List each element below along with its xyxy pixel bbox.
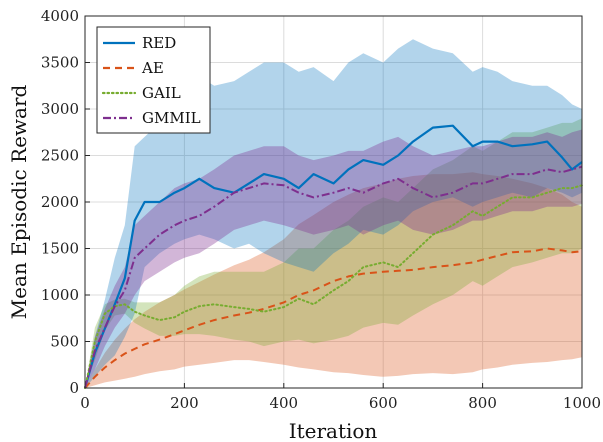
legend-label-red: RED [142, 34, 176, 52]
line-red [83, 124, 583, 389]
band-gail [85, 118, 582, 389]
band-gmmil [85, 129, 582, 388]
series-lines [83, 124, 583, 389]
line-ae [84, 247, 583, 389]
y-tick-label: 1500 [41, 240, 79, 258]
x-tick-label: 200 [170, 394, 199, 412]
legend-label-ae: AE [141, 59, 164, 77]
y-tick-label: 3500 [41, 54, 79, 72]
legend-label-gmmil: GMMIL [142, 109, 201, 127]
y-tick-label: 500 [50, 333, 79, 351]
legend-label-gail: GAIL [142, 84, 181, 102]
band-ae [85, 172, 582, 388]
y-tick-label: 3000 [41, 100, 79, 118]
x-tick-label: 0 [80, 394, 90, 412]
y-tick-label: 2500 [41, 147, 79, 165]
legend: RED AE GAIL GMMIL [96, 26, 211, 134]
x-tick-label: 600 [369, 394, 398, 412]
y-tick-label: 0 [69, 379, 79, 397]
line-gail [84, 184, 583, 389]
y-tick-label: 4000 [41, 7, 79, 25]
axis-ticks: 0 200 400 600 800 1000 0 500 1000 1500 2000 2500 300… [41, 7, 601, 412]
y-tick-label: 1000 [41, 286, 79, 304]
line-gmmil [84, 165, 583, 389]
x-tick-label: 800 [468, 394, 497, 412]
x-tick-label: 1000 [563, 394, 601, 412]
x-axis-title: Iteration [289, 419, 378, 442]
y-tick-label: 2000 [41, 193, 79, 211]
y-axis-title: Mean Episodic Reward [7, 84, 31, 319]
x-tick-label: 400 [269, 394, 298, 412]
legend-box [96, 26, 211, 134]
